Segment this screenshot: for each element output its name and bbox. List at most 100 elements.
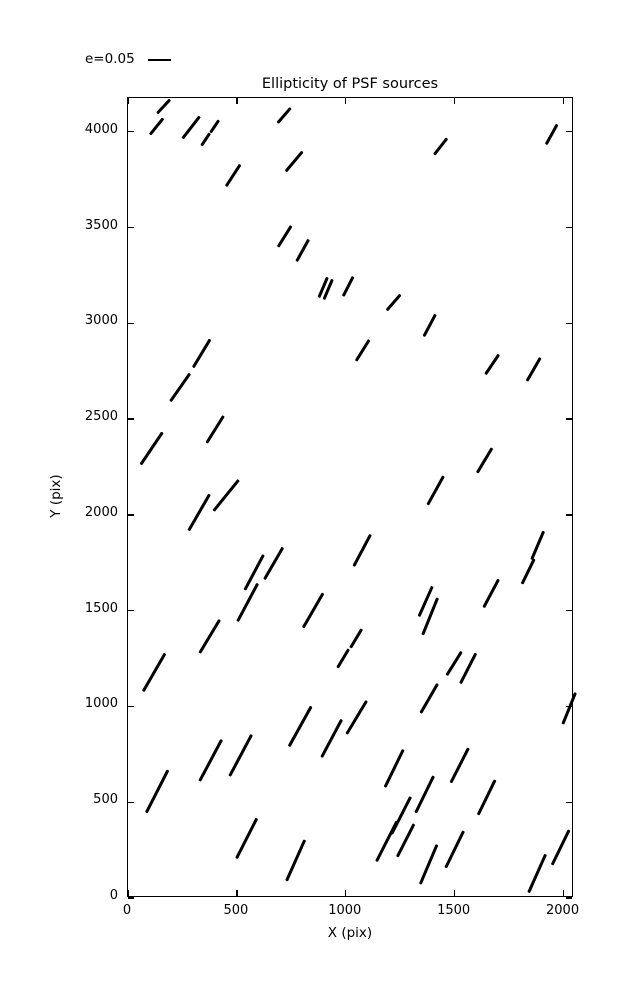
y-tick-mark xyxy=(128,322,134,324)
x-tick-label: 1000 xyxy=(328,903,362,918)
y-tick-mark xyxy=(128,226,134,229)
legend-line-sample xyxy=(147,58,171,62)
y-tick-mark xyxy=(566,514,572,516)
y-tick-label: 500 xyxy=(93,792,118,808)
y-tick-label: 2000 xyxy=(84,504,118,520)
y-tick-label: 2500 xyxy=(84,409,118,425)
whisker-segment xyxy=(395,822,415,858)
whisker-segment xyxy=(263,546,285,581)
whisker-segment xyxy=(139,431,164,466)
whisker-segment xyxy=(449,747,470,784)
legend-scale-label: e=0.05 xyxy=(85,51,135,67)
y-tick-mark xyxy=(128,514,134,516)
whisker-segment xyxy=(320,718,343,759)
y-tick-mark xyxy=(128,801,134,803)
whisker-segment xyxy=(234,817,258,859)
y-tick-mark xyxy=(128,131,134,133)
y-tick-label: 3500 xyxy=(84,217,118,233)
x-tick-mark xyxy=(236,98,238,104)
whisker-segment xyxy=(445,651,463,677)
whisker-segment xyxy=(530,530,545,561)
x-tick-mark xyxy=(345,890,347,896)
y-tick-mark xyxy=(128,705,134,708)
whisker-segment xyxy=(191,338,212,369)
whisker-segment xyxy=(224,163,242,187)
y-tick-mark xyxy=(566,322,572,324)
whisker-segment xyxy=(209,118,220,133)
whisker-segment xyxy=(284,150,304,172)
whisker-segment xyxy=(243,553,265,591)
y-axis-label: Y (pix) xyxy=(48,474,64,518)
whisker-segment xyxy=(527,853,547,894)
whisker-segment xyxy=(141,652,166,692)
whisker-segment xyxy=(383,749,405,789)
whisker-segment xyxy=(349,628,363,649)
y-tick-label: 3000 xyxy=(84,313,118,329)
whisker-segment xyxy=(287,705,313,748)
y-tick-mark xyxy=(566,418,572,420)
whisker-segment xyxy=(352,533,372,567)
x-tick-mark xyxy=(453,98,456,104)
whisker-segment xyxy=(419,844,439,885)
y-tick-mark xyxy=(128,609,134,612)
x-axis-label: X (pix) xyxy=(327,925,373,941)
y-tick-label: 4000 xyxy=(84,121,118,137)
whisker-segment xyxy=(484,353,500,376)
plot-area xyxy=(127,97,577,899)
y-tick-label: 1500 xyxy=(84,600,118,616)
whisker-segment xyxy=(335,648,350,669)
x-tick-label: 500 xyxy=(223,903,249,918)
x-tick-mark xyxy=(562,890,565,896)
x-tick-label: 2000 xyxy=(546,903,580,918)
y-tick-mark xyxy=(128,897,134,899)
legend: e=0.05 xyxy=(85,51,171,71)
whisker-segment xyxy=(550,828,571,866)
whisker-segment xyxy=(458,652,477,684)
whisker-segment xyxy=(198,738,223,782)
whisker-segment xyxy=(168,372,191,402)
x-tick-mark xyxy=(127,890,129,896)
whisker-segment xyxy=(354,339,370,362)
y-tick-label: 0 xyxy=(109,888,118,903)
whisker-segment xyxy=(426,474,446,506)
y-tick-mark xyxy=(566,131,572,133)
whisker-segment xyxy=(477,778,497,816)
whisker-segment xyxy=(205,415,225,445)
whisker-segment xyxy=(561,691,577,725)
x-tick-mark xyxy=(127,98,129,104)
whisker-segment xyxy=(186,493,211,531)
whisker-segment xyxy=(236,582,260,622)
x-tick-label: 0 xyxy=(122,903,132,918)
whisker-segment xyxy=(181,115,201,139)
whisker-segment xyxy=(211,479,240,512)
whisker-segment xyxy=(385,293,402,311)
chart-title: Ellipticity of PSF sources xyxy=(261,76,439,92)
whisker-segment xyxy=(482,579,500,609)
whisker-segment xyxy=(284,839,306,882)
whisker-segment xyxy=(344,699,368,735)
whisker-segment xyxy=(148,117,164,136)
whisker-segment xyxy=(301,592,325,629)
whisker-segment xyxy=(419,682,439,714)
y-tick-mark xyxy=(566,609,572,612)
whisker-segment xyxy=(277,225,293,249)
whisker-segment xyxy=(475,447,493,474)
y-tick-mark xyxy=(128,418,134,420)
whisker-segment xyxy=(144,769,170,814)
x-tick-mark xyxy=(453,890,456,896)
whisker-segment xyxy=(228,733,253,777)
x-tick-label: 1500 xyxy=(437,903,471,918)
whisker-segment xyxy=(294,238,310,262)
whisker-segment xyxy=(341,275,354,297)
whisker-segment xyxy=(544,123,559,146)
whisker-segment xyxy=(276,106,292,124)
whisker-segment xyxy=(200,132,211,147)
whisker-segment xyxy=(444,830,465,869)
x-tick-mark xyxy=(562,98,565,104)
y-tick-mark xyxy=(566,801,572,803)
y-tick-mark xyxy=(566,226,572,229)
y-tick-label: 1000 xyxy=(84,696,118,712)
x-tick-mark xyxy=(345,98,347,104)
whisker-segment xyxy=(432,136,448,156)
whisker-segment xyxy=(198,618,221,654)
